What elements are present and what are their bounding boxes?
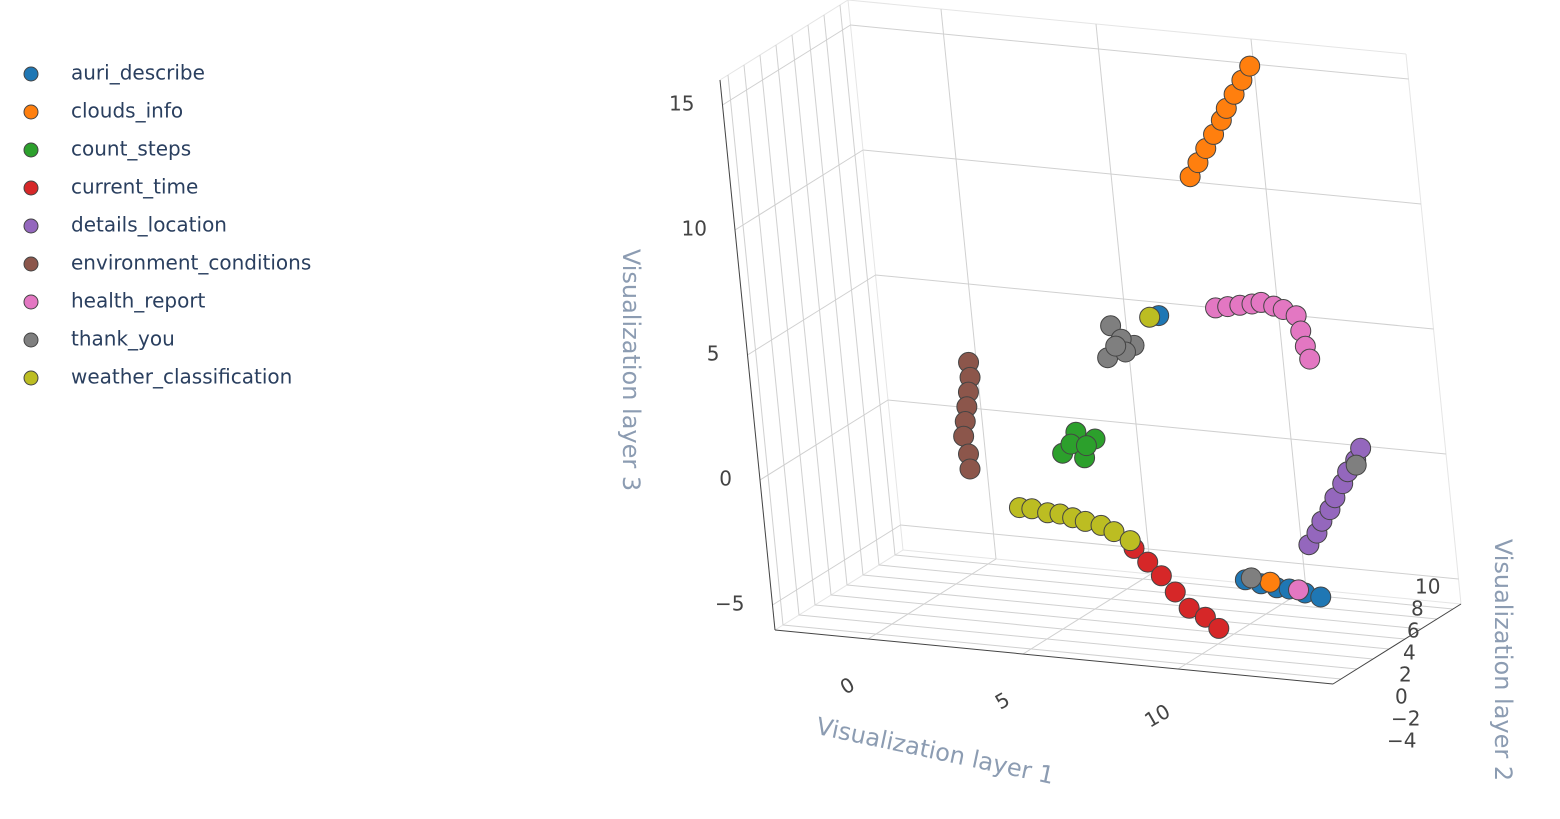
legend: auri_describe clouds_info count_stepscurre…: [23, 61, 311, 389]
marker: [1345, 454, 1367, 476]
grid-line: [722, 24, 851, 106]
legend-label: auri_describe: [71, 61, 205, 85]
marker: [1103, 521, 1125, 543]
x-tick-label: 10: [1140, 699, 1174, 733]
marker: [1299, 348, 1321, 370]
z-tick-label: 10: [682, 217, 707, 241]
marker: [1150, 565, 1172, 587]
legend-label: thank_you: [71, 327, 175, 351]
axes: [719, 79, 1462, 685]
z-axis-line: [719, 79, 776, 631]
grid-line: [814, 604, 1374, 660]
x-axis-line: [774, 629, 1334, 685]
points: [953, 55, 1372, 639]
z-tick-label: 0: [719, 467, 732, 491]
grid-line: [1022, 573, 1152, 655]
y-tick-label: 0: [1395, 685, 1408, 709]
y-tick-label: 10: [1415, 575, 1440, 599]
box-edge: [719, 0, 849, 81]
y-tick-label: −2: [1391, 707, 1420, 731]
legend-marker: [23, 370, 39, 386]
x-tick-label: 0: [836, 672, 859, 699]
z-tick-label: 15: [669, 92, 694, 116]
grid-line: [734, 149, 864, 231]
grid-line: [782, 624, 1342, 680]
grid-line: [878, 564, 1438, 620]
marker: [1239, 55, 1261, 77]
marker: [1119, 530, 1141, 552]
z-tick-label: −5: [715, 592, 744, 616]
legend-marker: [23, 66, 39, 82]
legend-label: clouds_info: [71, 99, 183, 123]
grid-line: [867, 558, 997, 640]
marker: [959, 458, 981, 480]
grid-line: [759, 399, 889, 481]
legend-marker: [23, 218, 39, 234]
marker: [1310, 586, 1332, 608]
legend-marker: [23, 180, 39, 196]
marker: [1288, 579, 1310, 601]
legend-label: environment_conditions: [71, 251, 311, 275]
marker: [1164, 581, 1186, 603]
grid-line: [830, 594, 1390, 650]
grid-line: [1177, 588, 1307, 670]
legend-label: count_steps: [71, 137, 191, 161]
marker: [1137, 551, 1159, 573]
marker: [1208, 617, 1230, 639]
grid-line: [772, 524, 901, 606]
marker: [953, 425, 975, 447]
grid-line: [747, 274, 876, 356]
y-axis-line: [1332, 603, 1462, 685]
y-tick-label: −4: [1387, 729, 1416, 753]
grid-line: [862, 574, 1422, 630]
legend-marker: [23, 142, 39, 158]
marker: [1075, 435, 1097, 457]
grid: [719, 0, 1462, 680]
y-tick-label: 6: [1407, 619, 1420, 643]
grid-line: [846, 584, 1406, 640]
legend-label: weather_classification: [71, 365, 292, 389]
x-tick-label: 5: [991, 687, 1014, 714]
box-edge: [774, 549, 904, 631]
box-edge: [847, 0, 1407, 55]
marker: [1259, 571, 1281, 593]
legend-label: details_location: [71, 213, 227, 237]
marker: [1139, 306, 1161, 328]
grid-line: [850, 24, 1409, 80]
legend-marker: [23, 294, 39, 310]
legend-marker: [23, 332, 39, 348]
grid-line: [900, 524, 1459, 580]
grid-line: [875, 274, 1434, 330]
y-tick-label: 8: [1411, 597, 1424, 621]
legend-label: health_report: [71, 289, 206, 313]
legend-marker: [23, 256, 39, 272]
z-tick-label: 5: [707, 342, 720, 366]
y-axis-title: Visualization layer 2: [1489, 539, 1517, 781]
marker: [1178, 597, 1200, 619]
legend-marker: [23, 104, 39, 120]
grid-line: [862, 149, 1422, 205]
z-axis-title: Visualization layer 3: [617, 249, 645, 491]
x-axis-title: Visualization layer 1: [814, 712, 1057, 790]
y-tick-label: 2: [1399, 663, 1412, 687]
marker: [1105, 335, 1127, 357]
y-tick-label: 4: [1403, 641, 1416, 665]
grid-line: [798, 614, 1358, 670]
legend-label: current_time: [71, 175, 198, 199]
marker: [1240, 567, 1262, 589]
